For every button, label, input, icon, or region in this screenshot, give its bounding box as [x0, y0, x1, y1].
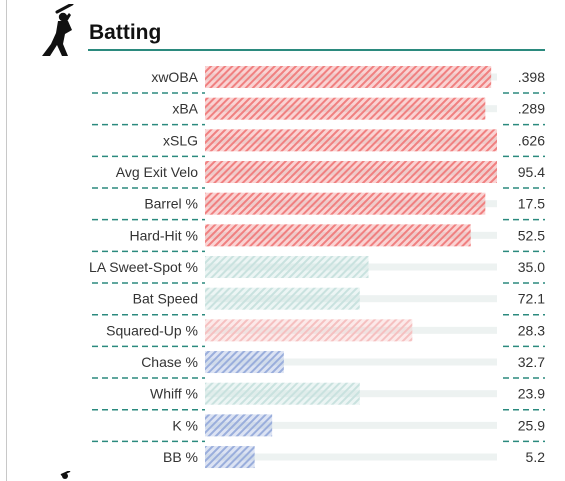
- percentile-bar: [205, 319, 413, 342]
- metric-value: .289: [518, 101, 545, 117]
- metric-value: 72.1: [518, 291, 545, 307]
- batter-icon-partial: [60, 471, 71, 479]
- section-title: Batting: [89, 21, 162, 44]
- metric-value: 28.3: [518, 322, 545, 338]
- metric-value: 35.0: [518, 259, 545, 275]
- metric-label: Barrel %: [144, 196, 198, 212]
- metric-value: 32.7: [518, 354, 545, 370]
- percentile-bar: [205, 192, 486, 215]
- header-divider: [88, 49, 545, 51]
- metric-label: xSLG: [163, 132, 198, 148]
- percentile-bar: [205, 97, 486, 120]
- percentile-track: [205, 358, 497, 366]
- percentile-bar: [205, 382, 360, 405]
- section-header: Batting: [38, 4, 545, 56]
- metric-value: 17.5: [518, 196, 545, 212]
- percentile-bar: [205, 66, 492, 88]
- metric-label: Bat Speed: [133, 291, 198, 307]
- percentile-bar: [205, 287, 360, 310]
- percentile-track: [205, 453, 497, 461]
- metric-value: .398: [518, 69, 545, 85]
- metric-label: Chase %: [141, 354, 198, 370]
- metric-label: K %: [172, 417, 198, 433]
- metric-value: 5.2: [526, 449, 546, 465]
- batter-icon: [42, 4, 74, 56]
- percentile-bar: [205, 161, 497, 184]
- metric-label: BB %: [163, 449, 198, 465]
- metric-label: Squared-Up %: [106, 322, 198, 338]
- percentile-bar: [205, 351, 284, 374]
- metric-value: 25.9: [518, 417, 545, 433]
- percentile-bar: [205, 129, 497, 152]
- metric-label: LA Sweet-Spot %: [89, 259, 198, 275]
- metric-label: Hard-Hit %: [130, 227, 198, 243]
- percentile-bar: [205, 414, 273, 437]
- left-border: [6, 0, 7, 481]
- metric-value: 52.5: [518, 227, 545, 243]
- metric-value: .626: [518, 132, 545, 148]
- percentile-track: [205, 421, 497, 429]
- percentile-bar: [205, 256, 369, 279]
- percentile-bar: [205, 446, 255, 469]
- metric-label: Whiff %: [150, 386, 198, 402]
- metric-label: Avg Exit Velo: [116, 164, 198, 180]
- metric-value: 23.9: [518, 386, 545, 402]
- metric-label: xBA: [172, 101, 198, 117]
- metric-value: 95.4: [518, 164, 545, 180]
- metric-label: xwOBA: [151, 69, 198, 85]
- percentile-bar: [205, 224, 471, 247]
